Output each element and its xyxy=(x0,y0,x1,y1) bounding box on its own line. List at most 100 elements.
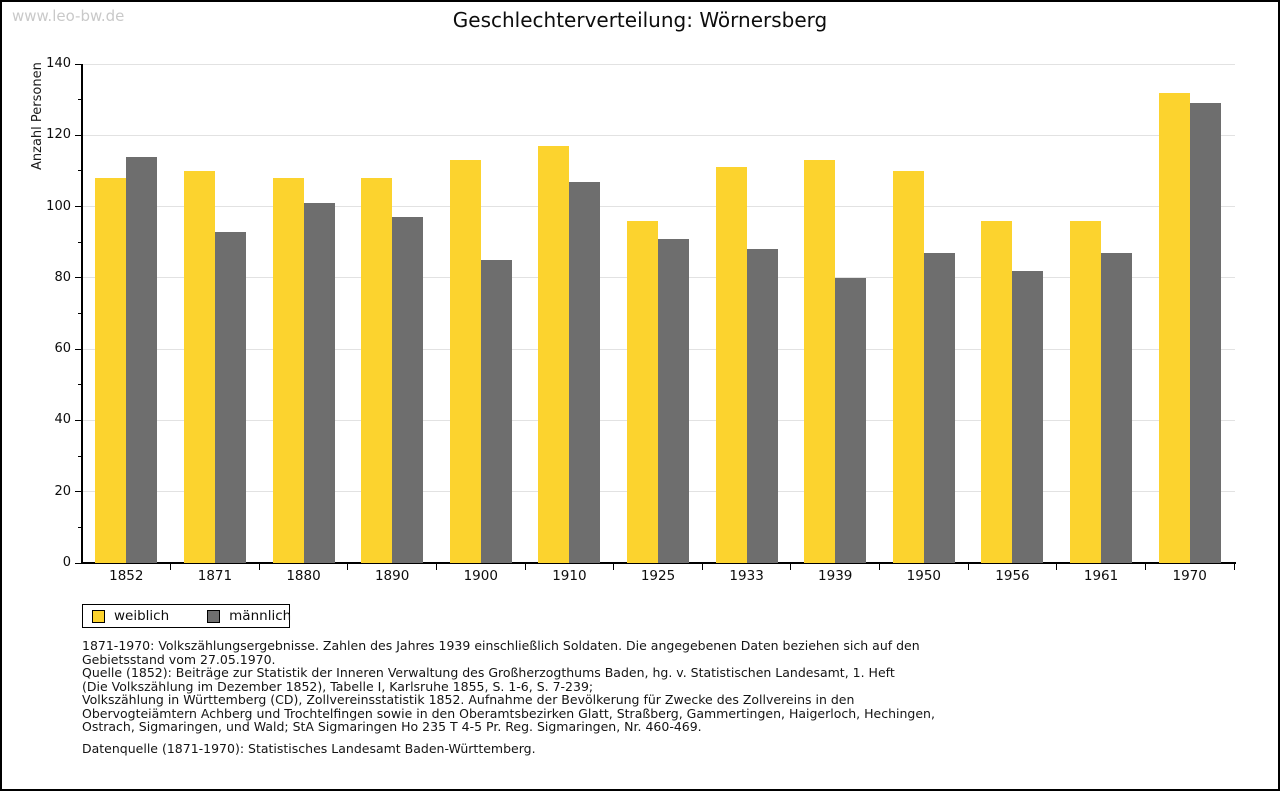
legend-item-männlich: männlich xyxy=(207,608,291,624)
bar-männlich-1939 xyxy=(835,277,867,563)
y-tick-label: 0 xyxy=(62,555,71,570)
x-category-label: 1956 xyxy=(995,568,1030,584)
x-tick xyxy=(435,564,437,570)
x-category-label: 1880 xyxy=(286,568,321,584)
legend-label: weiblich xyxy=(114,608,170,624)
x-category-label: 1961 xyxy=(1083,568,1119,584)
x-tick xyxy=(524,564,526,570)
bar-männlich-1961 xyxy=(1101,252,1133,563)
x-tick xyxy=(1056,564,1058,570)
x-category-label: 1950 xyxy=(906,568,942,584)
y-tick-minor xyxy=(78,313,82,314)
footnotes: 1871-1970: Volkszählungsergebnisse. Zahl… xyxy=(82,639,1212,755)
x-category-label: 1871 xyxy=(197,568,233,584)
y-tick-minor xyxy=(78,384,82,386)
y-tick-minor xyxy=(78,170,82,172)
x-category-label: 1970 xyxy=(1172,568,1207,584)
x-tick xyxy=(613,564,615,570)
x-category-label: 1890 xyxy=(374,568,410,584)
x-tick xyxy=(967,564,969,570)
x-category-label: 1900 xyxy=(463,568,498,584)
footnote-line: (Die Volkszählung im Dezember 1852), Tab… xyxy=(82,678,594,694)
x-tick xyxy=(258,564,260,570)
x-category-label: 1852 xyxy=(109,568,144,584)
x-tick xyxy=(701,564,703,570)
y-tick-label: 140 xyxy=(46,56,71,71)
footnote-line: Gebietsstand vom 27.05.1970. xyxy=(82,651,276,667)
x-tick xyxy=(790,564,792,570)
bar-weiblich-1925 xyxy=(627,220,658,563)
x-category-label: 1933 xyxy=(729,568,764,584)
y-tick-major xyxy=(75,419,82,421)
y-tick-label: 60 xyxy=(54,341,71,357)
y-tick-major xyxy=(75,134,82,136)
bar-männlich-1880 xyxy=(303,203,335,563)
y-tick-label: 40 xyxy=(54,412,71,428)
x-category-label: 1910 xyxy=(552,568,587,584)
x-tick xyxy=(879,564,881,570)
y-tick-major xyxy=(75,348,82,350)
legend-swatch-weiblich xyxy=(92,609,105,623)
legend-swatch-männlich xyxy=(207,609,221,623)
y-axis-line xyxy=(81,64,83,564)
chart-title: Geschlechterverteilung: Wörnersberg xyxy=(452,8,828,32)
gridline xyxy=(83,134,1235,136)
y-tick-major xyxy=(75,63,82,65)
footnote-line: 1871-1970: Volkszählungsergebnisse. Zahl… xyxy=(82,638,920,653)
gridline xyxy=(83,63,1235,65)
x-tick xyxy=(1144,564,1146,570)
y-tick-minor xyxy=(78,455,82,457)
bar-männlich-1956 xyxy=(1012,270,1044,563)
y-tick-minor xyxy=(78,99,82,101)
bar-männlich-1852 xyxy=(126,156,158,563)
y-tick-major xyxy=(75,491,82,493)
y-tick-minor xyxy=(78,241,82,243)
legend-item-weiblich: weiblich xyxy=(92,608,169,624)
footnote-line: Quelle (1852): Beiträge zur Statistik de… xyxy=(82,665,895,680)
bar-weiblich-1871 xyxy=(183,170,215,563)
bar-weiblich-1956 xyxy=(981,220,1013,563)
y-axis-label: Anzahl Personen xyxy=(30,62,45,170)
legend: weiblich männlich xyxy=(82,604,291,628)
bar-weiblich-1970 xyxy=(1158,92,1190,563)
x-axis-line xyxy=(81,562,1236,564)
bar-weiblich-1950 xyxy=(892,170,924,563)
y-tick-label: 100 xyxy=(46,198,71,214)
x-tick xyxy=(170,564,172,570)
x-category-label: 1939 xyxy=(818,568,853,584)
footnote-line: Ostrach, Sigmaringen, und Wald; StA Sigm… xyxy=(82,719,702,734)
datasource-line: Datenquelle (1871-1970): Statistisches L… xyxy=(82,740,536,756)
bar-männlich-1925 xyxy=(658,238,689,563)
bar-männlich-1890 xyxy=(392,217,424,563)
y-tick-major xyxy=(75,562,82,564)
bar-weiblich-1939 xyxy=(804,160,836,563)
y-tick-major xyxy=(75,206,82,208)
bar-weiblich-1890 xyxy=(361,178,393,563)
x-tick xyxy=(347,564,349,570)
footnote-line: Obervogteiämtern Achberg und Trochtelfin… xyxy=(82,705,935,721)
bar-weiblich-1961 xyxy=(1070,220,1102,563)
bar-weiblich-1933 xyxy=(715,167,747,563)
gridline xyxy=(83,206,1235,208)
bar-männlich-1933 xyxy=(746,249,778,563)
x-tick xyxy=(1233,564,1235,570)
bar-männlich-1970 xyxy=(1189,103,1221,563)
y-tick-major xyxy=(75,277,82,279)
bar-weiblich-1880 xyxy=(272,178,304,563)
footnote-line: Volkszählung in Württemberg (CD), Zollve… xyxy=(82,692,855,707)
bar-weiblich-1910 xyxy=(538,145,570,563)
bar-männlich-1871 xyxy=(214,231,246,563)
legend-label: männlich xyxy=(229,608,292,624)
bar-männlich-1900 xyxy=(480,260,512,563)
x-category-label: 1925 xyxy=(640,568,676,584)
y-tick-minor xyxy=(78,526,82,528)
bar-männlich-1910 xyxy=(569,181,601,563)
bar-männlich-1950 xyxy=(923,252,955,563)
y-tick-label: 80 xyxy=(54,269,71,285)
watermark: www.leo-bw.de xyxy=(12,7,125,25)
y-tick-label: 120 xyxy=(46,127,71,143)
bar-weiblich-1852 xyxy=(95,178,127,563)
bar-weiblich-1900 xyxy=(449,160,481,563)
y-tick-label: 20 xyxy=(54,483,71,499)
